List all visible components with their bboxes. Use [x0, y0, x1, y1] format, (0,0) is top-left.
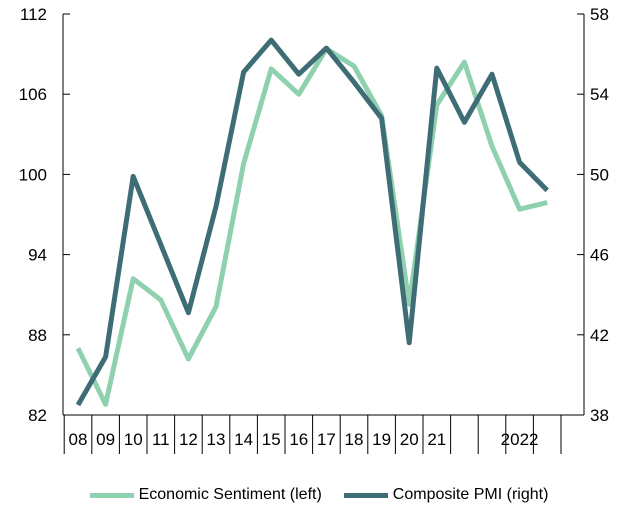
x-tick-label: 09: [96, 430, 115, 449]
legend-swatch-pmi: [343, 492, 388, 498]
x-tick-label: 13: [207, 430, 226, 449]
legend-label-pmi: Composite PMI (right): [392, 486, 549, 503]
x-tick-label: 17: [317, 430, 336, 449]
x-tick-label: 21: [427, 430, 446, 449]
x-tick-label: 18: [345, 430, 364, 449]
legend-label-sentiment: Economic Sentiment (left): [138, 486, 322, 503]
right-tick-label: 42: [590, 326, 609, 345]
series-line-economic-sentiment: [75, 46, 548, 407]
x-tick-label: 2022: [501, 430, 539, 449]
left-tick-label: 100: [19, 165, 47, 184]
left-tick-label: 88: [28, 326, 47, 345]
x-tick-label: 10: [124, 430, 143, 449]
x-tick-label: 20: [400, 430, 419, 449]
left-tick-label: 112: [20, 5, 47, 24]
left-tick-label: 82: [28, 406, 47, 425]
left-tick-label: 106: [19, 85, 47, 104]
x-tick-label: 11: [152, 430, 170, 449]
legend: Economic Sentiment (left) Composite PMI …: [0, 482, 638, 508]
x-tick-label: 12: [179, 430, 198, 449]
left-tick-label: 94: [28, 246, 47, 265]
x-tick-label: 14: [234, 430, 253, 449]
right-tick-label: 50: [590, 165, 609, 184]
right-tick-label: 46: [590, 246, 609, 265]
right-tick-label: 38: [590, 406, 609, 425]
x-tick-label: 08: [69, 430, 88, 449]
x-tick-label: 19: [372, 430, 391, 449]
axes: 82 88 94 100 106 112 38 42 46 50 54 58 08 09 10 11 12 13 1…: [19, 5, 609, 454]
x-tick-label: 15: [262, 430, 281, 449]
x-tick-label: 16: [289, 430, 308, 449]
legend-item-sentiment: Economic Sentiment (left): [89, 486, 322, 504]
legend-swatch-sentiment: [89, 492, 134, 498]
series-layer: [75, 37, 549, 407]
legend-item-pmi: Composite PMI (right): [343, 486, 549, 504]
right-tick-label: 54: [590, 85, 609, 104]
series-line-composite-pmi: [75, 37, 549, 407]
right-tick-label: 58: [590, 5, 609, 24]
line-chart: 82 88 94 100 106 112 38 42 46 50 54 58 08 09 10 11 12 13 1…: [19, 5, 609, 454]
